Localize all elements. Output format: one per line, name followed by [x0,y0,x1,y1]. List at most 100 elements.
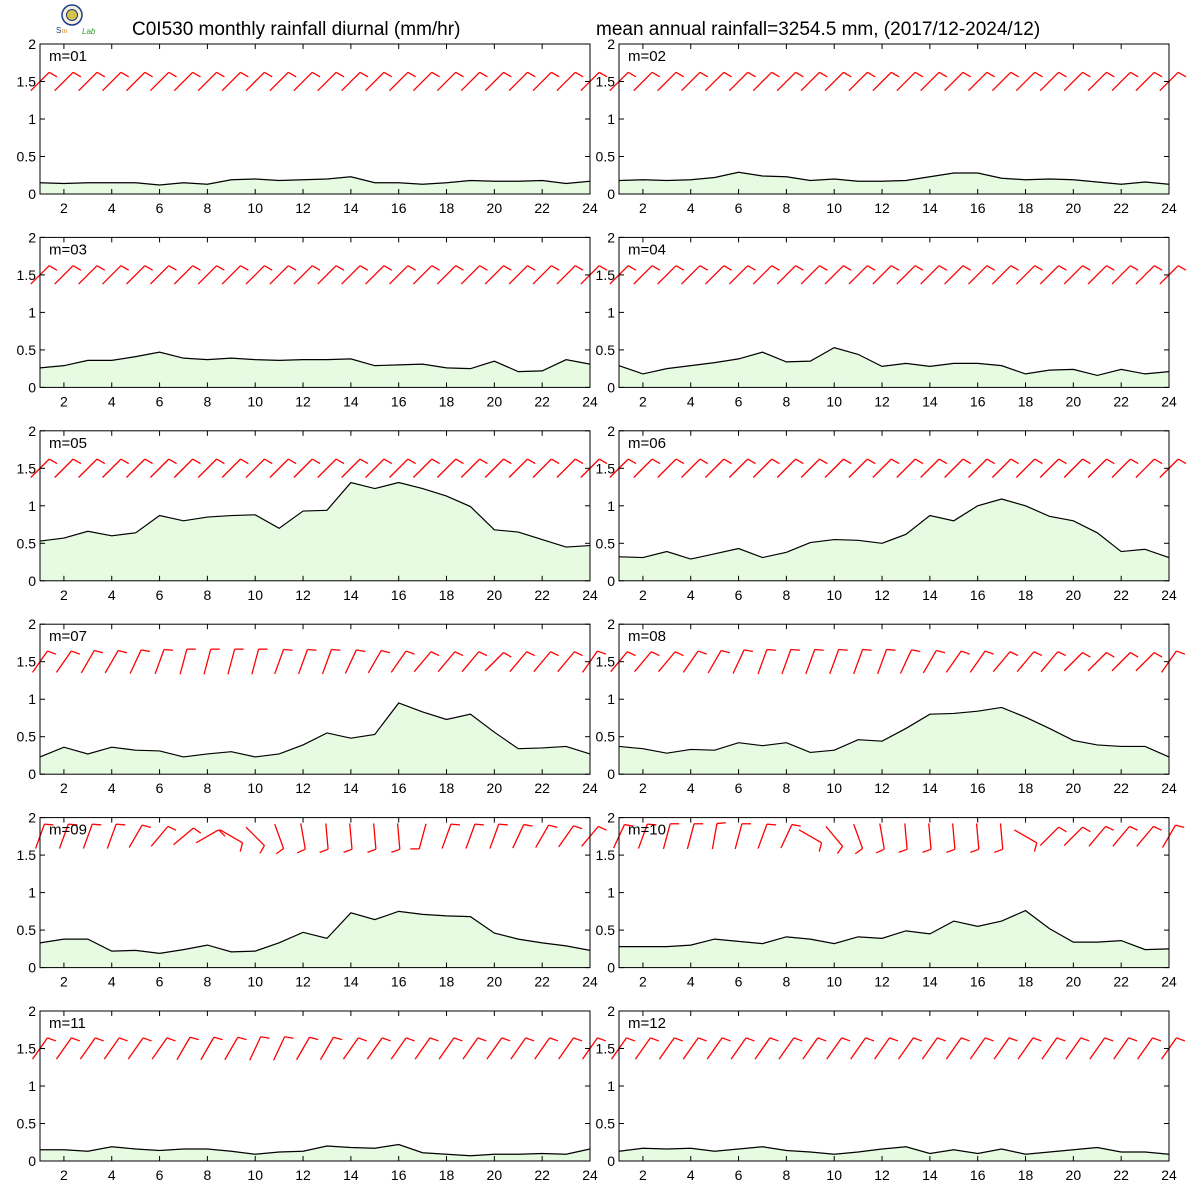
wind-barb-feather [697,1037,707,1042]
wind-barb-feather [335,458,345,465]
wind-barb [80,649,104,674]
wind-barb-shaft [805,649,816,675]
wind-barb-shaft [968,71,988,92]
wind-barb-feather [723,71,732,78]
wind-barb [1135,651,1163,672]
wind-barb-shaft [54,71,74,92]
wind-barb [54,71,82,92]
wind-barb-feather [120,458,130,465]
wind-barb [533,651,559,673]
x-tick-label: 14 [343,974,359,990]
wind-barb-shaft [999,823,1004,850]
rain-line [618,706,1170,758]
wind-barb-feather [675,265,685,271]
x-tick-label: 18 [439,780,455,796]
wind-barb-shaft [1063,826,1083,847]
wind-barb-feather [1153,458,1163,465]
wind-barb [195,829,226,844]
wind-barb [1089,1037,1114,1060]
wind-barb [824,71,852,92]
station-logo: S tn Lab [18,2,130,36]
wind-barb [227,648,244,675]
wind-barb [55,650,81,673]
y-tick-label: 1.5 [17,267,37,283]
wind-barb-shaft [102,71,122,92]
wind-barb [944,458,972,478]
wind-barb [826,1037,851,1060]
wind-barb [634,651,660,673]
wind-barb-feather [574,265,584,271]
y-tick-label: 2 [607,229,615,245]
wind-barb-shaft [127,1037,144,1060]
x-tick-label: 12 [295,974,311,990]
wind-barb-shaft [251,648,260,675]
x-tick-label: 18 [439,393,455,409]
wind-barb-shaft [1111,458,1131,478]
wind-barb-feather [866,265,876,271]
wind-barb-feather [550,651,559,657]
x-tick-label: 12 [874,393,890,409]
wind-barb [969,1037,994,1060]
y-tick-label: 1 [607,885,615,901]
wind-barb-feather [836,845,844,855]
y-tick-label: 0.5 [596,1116,616,1132]
x-tick-label: 14 [922,393,938,409]
wind-barb [1063,71,1091,92]
wind-barb-shaft [1039,826,1060,847]
wind-barb-feather [429,1037,439,1042]
wind-barb-feather [359,265,369,271]
wind-barb-shaft [876,649,888,675]
wind-barb-feather [96,71,106,78]
wind-barb-feather [359,71,369,78]
x-tick-label: 16 [391,393,407,409]
wind-barb-feather [453,1037,463,1042]
wind-barb [510,1037,535,1060]
x-tick-label: 4 [108,393,116,409]
wind-barb-shaft [968,265,988,285]
wind-barb [245,265,273,285]
wind-barb-shaft [319,1036,335,1061]
wind-barb-shaft [149,71,170,92]
wind-barb-shaft [1088,825,1107,847]
wind-barb-shaft [200,1036,215,1061]
wind-barb-feather [1176,650,1186,655]
wind-barb-shaft [176,1036,191,1061]
wind-barb-shaft [829,649,840,675]
x-tick-label: 6 [156,200,164,216]
wind-barb-feather [843,458,852,465]
wind-barb-shaft [904,823,908,850]
wind-barb-shaft [1135,458,1155,478]
wind-barb-feather [551,458,560,465]
rain-area [40,1144,590,1161]
wind-barb-shaft [853,649,864,675]
wind-barb-feather [477,1037,487,1042]
x-tick-label: 2 [639,587,647,603]
wind-barb [1087,71,1115,92]
wind-barb-feather [938,71,948,78]
wind-barb-shaft [461,651,480,673]
wind-barb [556,458,584,478]
x-tick-label: 16 [970,974,986,990]
wind-barb [54,265,82,285]
wind-barb [752,265,780,285]
wind-barb [173,458,201,478]
wind-barb-shaft [1015,458,1036,478]
svg-text:Lab: Lab [82,27,96,36]
wind-barb [968,458,996,478]
x-tick-label: 24 [1161,393,1177,409]
wind-barb-feather [163,648,174,651]
x-tick-label: 6 [156,1167,164,1183]
x-tick-label: 16 [970,1167,986,1183]
wind-barb-feather [264,265,273,271]
wind-barb-shaft [173,265,194,285]
wind-barb-feather [1130,458,1139,465]
wind-barb-feather [626,1037,636,1042]
wind-barb-feather [264,458,273,465]
wind-barb-feather [307,648,317,651]
x-tick-label: 10 [247,780,263,796]
wind-barb-feather [71,1037,81,1042]
wind-barb-shaft [344,649,357,674]
